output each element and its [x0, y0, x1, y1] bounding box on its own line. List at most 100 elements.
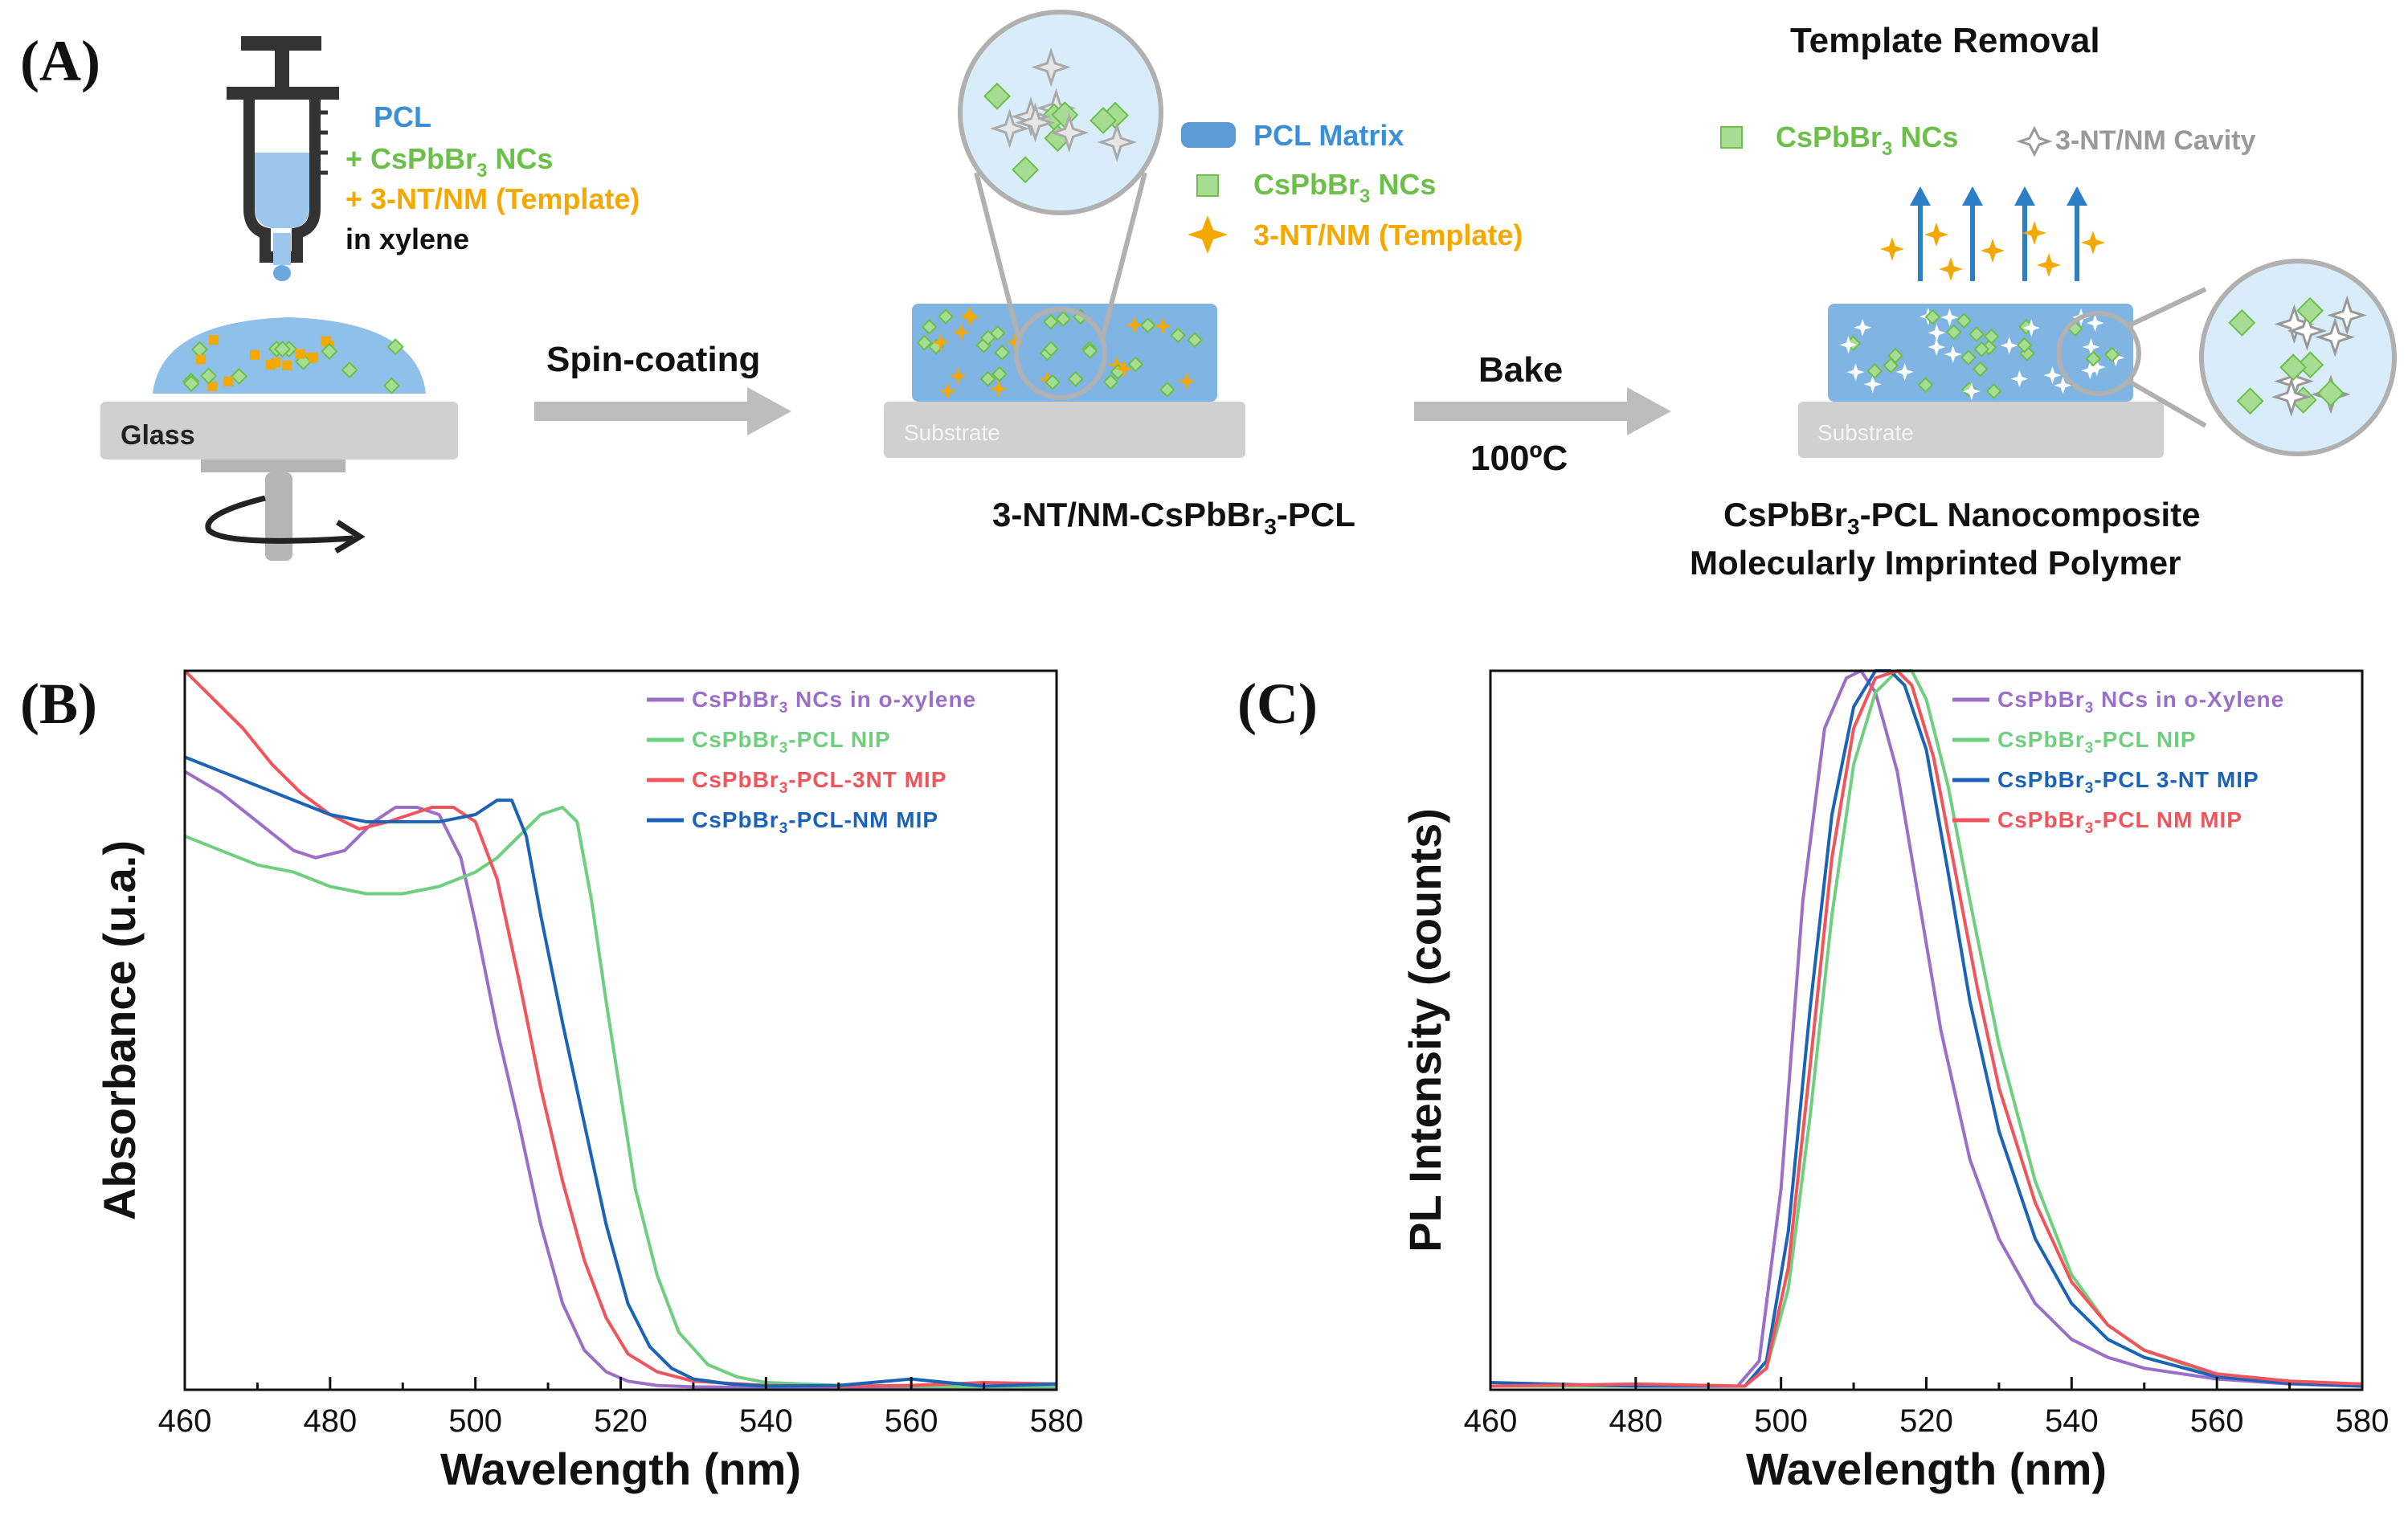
zoom-line-top — [2128, 287, 2207, 328]
template-particle — [931, 333, 950, 352]
template-particle — [223, 376, 234, 386]
nc-particle — [199, 367, 218, 385]
legend-cavity-label: 3-NT/NM Cavity — [2055, 125, 2255, 156]
cavity-particle — [2022, 319, 2041, 337]
legend-label-0: CsPbBr3 NCs in o-Xylene — [1997, 687, 2284, 717]
zoom-line-left — [974, 172, 1021, 340]
substrate-right — [1798, 402, 2164, 458]
legend-nc-swatch — [1196, 174, 1219, 197]
template-particle — [249, 349, 260, 360]
cavity-particle — [2086, 314, 2104, 333]
release-arrowhead-icon — [1910, 186, 1931, 206]
template-particle — [1115, 360, 1133, 378]
mixture-template: + 3-NT/NM (Template) — [345, 182, 640, 215]
cavity-particle — [2087, 358, 2106, 377]
x-tick-label: 560 — [885, 1403, 938, 1439]
nc-particle — [1983, 328, 2000, 345]
zoom-right-particles — [2228, 295, 2367, 417]
legend-label-2: CsPbBr3-PCL-3NT MIP — [692, 767, 946, 797]
nc-particle — [991, 366, 1008, 382]
nc-particle — [983, 82, 1011, 110]
x-tick-label: 540 — [2045, 1403, 2099, 1439]
film-right-particles — [1839, 308, 2125, 401]
release-arrowhead-icon — [1962, 186, 1983, 206]
nc-particle — [1187, 332, 1203, 349]
nc-particle — [1081, 343, 1098, 359]
template-particle — [960, 306, 979, 325]
cavity-particle — [2054, 376, 2072, 394]
cavity-particle — [2287, 311, 2328, 351]
caption-line-1: CsPbBr3-PCL Nanocomposite — [1723, 496, 2201, 539]
template-release-arrows — [1880, 186, 2105, 281]
legend-label-0: CsPbBr3 NCs in o-xylene — [692, 687, 976, 717]
nc-particle — [1045, 374, 1061, 390]
rotation-arrow-icon — [205, 495, 354, 544]
zoom-circle-right — [2199, 259, 2397, 456]
cavity-particle — [2274, 304, 2315, 345]
series-line-3 — [184, 755, 1057, 1388]
legend-label-2: CsPbBr3-PCL 3-NT MIP — [1997, 767, 2259, 797]
cavity-particle — [2271, 377, 2312, 417]
chart-b: 460 480 500 520 540 560 580 Wavelength (nm) Abso… — [94, 669, 1084, 1494]
nc-particle — [979, 370, 996, 387]
step2-arrow-icon — [1627, 387, 1671, 435]
nc-particle — [190, 341, 209, 358]
substrate-mid — [884, 402, 1245, 458]
nc-particle — [938, 308, 954, 325]
nc-particle — [1972, 361, 1989, 378]
cavity-particle — [2327, 295, 2367, 336]
x-tick-label: 580 — [2336, 1403, 2390, 1439]
template-particle — [209, 335, 219, 345]
cavity-particle — [2315, 317, 2356, 357]
template-particle — [1015, 102, 1056, 143]
cavity-particle — [1839, 336, 1858, 354]
legend-nc-label: CsPbBr3 NCs — [1253, 168, 1436, 207]
nc-particle — [1170, 327, 1187, 344]
step1-arrow-shaft — [534, 402, 751, 421]
substrate-mid-label: Substrate — [904, 420, 1000, 445]
nc-particle — [2228, 308, 2256, 337]
nc-particle — [2236, 387, 2264, 415]
film-mid-particles — [916, 306, 1203, 401]
spin-chuck — [201, 460, 345, 472]
nc-particle — [382, 377, 400, 394]
nc-particle — [1969, 326, 1985, 342]
template-particle — [1107, 356, 1126, 374]
nc-particle — [1866, 363, 1883, 379]
template-particle — [282, 360, 292, 370]
step2-arrow-shaft — [1414, 402, 1631, 421]
nc-particle — [1012, 156, 1040, 184]
mixture-solvent: in xylene — [345, 223, 469, 255]
x-tick-label: 520 — [594, 1403, 648, 1439]
cavity-particle — [1846, 363, 1865, 382]
step2-temperature: 100ºC — [1470, 439, 1568, 478]
cavity-particle — [2000, 337, 2018, 354]
mixture-pcl: PCL — [374, 100, 431, 133]
zoom-line-bottom — [2128, 379, 2207, 428]
nc-particle — [386, 338, 404, 356]
cavity-particle — [1928, 338, 1946, 356]
nc-particle — [321, 342, 338, 361]
cavity-particle — [1854, 318, 1872, 337]
template-star-icon — [1981, 239, 2005, 263]
nc-particle — [1960, 349, 1977, 366]
legend-right-nc-label: CsPbBr3 NCs — [1776, 121, 1958, 160]
template-star-icon — [2081, 231, 2105, 255]
legend-template-star-icon — [1188, 215, 1228, 254]
template-star-icon — [2037, 253, 2061, 277]
x-tick-label: 580 — [1030, 1403, 1084, 1439]
template-particle — [196, 354, 206, 365]
zoom-spot-right — [2056, 311, 2141, 396]
nc-particle — [273, 341, 292, 358]
x-tick-label: 460 — [158, 1403, 212, 1439]
zoom-line-right — [1100, 172, 1147, 340]
spin-shaft — [265, 472, 292, 561]
nc-particle — [1924, 308, 1941, 325]
zoom-mid-particles — [983, 47, 1138, 184]
nc-particle — [2316, 379, 2345, 407]
series-line-2 — [1490, 669, 2363, 1388]
template-particle — [1178, 372, 1196, 390]
panel-c-label: (C) — [1237, 672, 1318, 736]
template-particle — [1049, 112, 1090, 153]
